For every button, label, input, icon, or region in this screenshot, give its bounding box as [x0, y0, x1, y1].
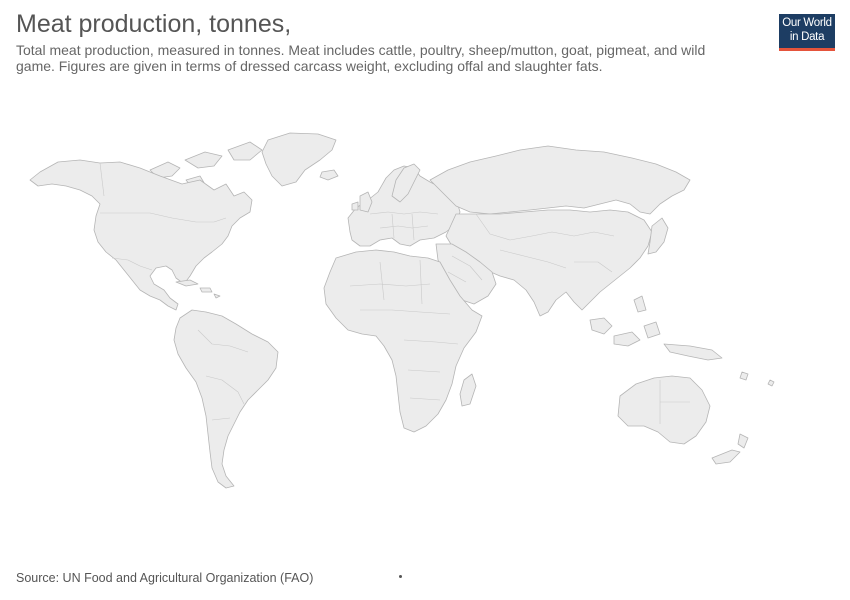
southeast-asia-islands[interactable] — [589, 295, 723, 361]
logo-line-1: Our World — [782, 17, 832, 29]
south-america-borders — [197, 329, 249, 421]
new-zealand[interactable] — [711, 433, 749, 465]
australia-borders — [659, 380, 690, 424]
australia[interactable] — [617, 375, 711, 445]
logo-line-2: in Data — [789, 30, 825, 43]
canadian-arctic-islands[interactable] — [149, 141, 263, 191]
footer-separator-dot — [399, 575, 402, 578]
pacific-islands[interactable] — [739, 371, 775, 387]
africa-borders — [349, 259, 459, 401]
russia[interactable] — [429, 145, 691, 215]
asia-borders — [475, 213, 615, 273]
us-mexico-border — [111, 257, 153, 271]
iceland[interactable] — [319, 169, 339, 181]
europe-borders — [369, 211, 439, 241]
middle-east-borders — [447, 255, 483, 283]
owid-logo[interactable]: Our World in Data — [779, 14, 835, 51]
world-map[interactable] — [0, 100, 850, 560]
north-america[interactable] — [29, 159, 253, 311]
us-canada-border — [100, 212, 227, 223]
madagascar[interactable] — [459, 373, 477, 407]
uk[interactable] — [351, 191, 373, 213]
chart-subtitle: Total meat production, measured in tonne… — [16, 42, 706, 74]
source-note: Source: UN Food and Agricultural Organiz… — [16, 571, 314, 585]
africa[interactable] — [323, 249, 483, 433]
greenland[interactable] — [261, 132, 337, 187]
scandinavia[interactable] — [391, 163, 421, 203]
alaska-border — [99, 162, 105, 197]
caribbean-islands[interactable] — [175, 279, 221, 299]
japan[interactable] — [647, 217, 669, 255]
south-america[interactable] — [173, 309, 279, 489]
chart-title: Meat production, tonnes, — [16, 10, 292, 38]
